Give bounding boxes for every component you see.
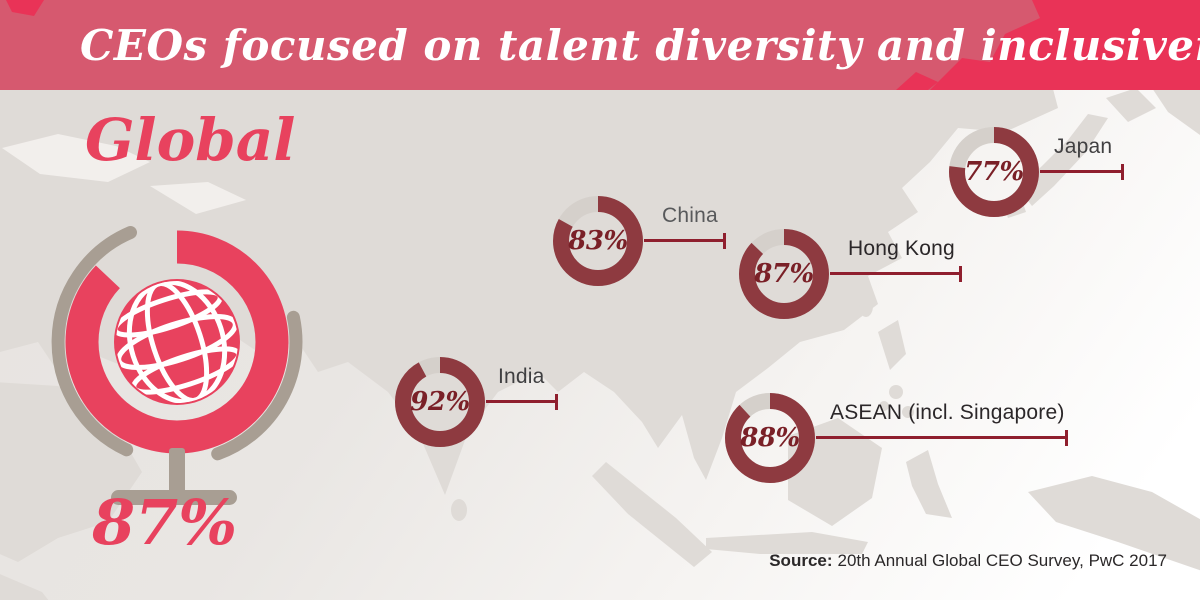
map-new-guinea	[1028, 476, 1200, 571]
donut-chart	[395, 357, 485, 447]
donut-arc	[725, 393, 815, 483]
banner-pink-landmass	[896, 72, 938, 90]
source-prefix: Source:	[769, 551, 833, 570]
globe-stand-arc-left	[51, 226, 137, 457]
global-percent-label: 87%	[92, 486, 238, 559]
leader-line	[644, 232, 726, 249]
country-label: ASEAN (incl. Singapore)	[830, 401, 1065, 424]
donut-arc	[395, 357, 485, 447]
donut-chart	[739, 229, 829, 319]
map-philippine-island	[889, 385, 903, 399]
map-mainland-asia	[0, 90, 1058, 495]
country-label: India	[498, 365, 545, 388]
map-light-shape	[2, 134, 150, 182]
country-donut: 83% China	[550, 193, 726, 289]
globe-post	[169, 448, 185, 496]
header-banner: CEOs focused on talent diversity and inc…	[0, 0, 1200, 90]
donut-arc	[949, 127, 1039, 217]
source-text: 20th Annual Global CEO Survey, PwC 2017	[837, 551, 1167, 570]
country-donut: 77% Japan	[946, 124, 1124, 220]
banner-pink-landmass	[6, 0, 44, 16]
leader-end-tick	[959, 265, 962, 282]
leader-end-tick	[1065, 429, 1068, 446]
map-kamchatka	[1153, 90, 1200, 135]
donut-chart	[553, 196, 643, 286]
map-sulawesi	[906, 450, 952, 518]
map-japan-honshu	[1018, 114, 1108, 206]
map-taiwan	[859, 295, 873, 317]
donut-arc	[739, 229, 829, 319]
donut-percent-label: 88%	[740, 423, 800, 453]
banner-pink-landmass	[930, 0, 1200, 90]
map-horn-of-africa	[0, 574, 49, 600]
leader-line	[816, 429, 1068, 446]
donut-percent-label: 87%	[754, 259, 814, 289]
map-philippine-island	[879, 401, 889, 411]
banner-map-silhouettes	[6, 0, 1200, 90]
global-donut-arc	[65, 230, 289, 454]
donut-percent-label: 77%	[964, 157, 1024, 187]
donut-percent-label: 92%	[410, 387, 470, 417]
country-label: Hong Kong	[848, 237, 955, 260]
globe-base	[111, 490, 237, 505]
leader-end-tick	[555, 393, 558, 410]
country-label: China	[662, 204, 718, 227]
map-sri-lanka	[451, 499, 467, 521]
country-label: Japan	[1054, 135, 1113, 158]
global-label: Global	[85, 106, 296, 174]
map-java	[706, 532, 868, 554]
page-title: CEOs focused on talent diversity and inc…	[80, 20, 1200, 70]
leader-end-tick	[1121, 163, 1124, 180]
country-donut: 88% ASEAN (incl. Singapore)	[722, 390, 1068, 486]
map-luzon	[878, 320, 906, 370]
map-japan-hokkaido	[1106, 90, 1156, 122]
leader-line	[1040, 163, 1124, 180]
map-light-shape	[150, 182, 246, 214]
leader-line	[486, 393, 558, 410]
donut-percent-label: 83%	[568, 226, 628, 256]
map-sumatra	[592, 462, 712, 567]
donut-chart	[725, 393, 815, 483]
country-donut: 92% India	[392, 354, 558, 450]
leader-line	[830, 265, 962, 282]
donut-chart	[949, 127, 1039, 217]
donut-arc	[553, 196, 643, 286]
source-line: Source: 20th Annual Global CEO Survey, Pw…	[769, 551, 1167, 571]
globe-illustration	[51, 226, 303, 505]
country-donut: 87% Hong Kong	[736, 226, 962, 322]
map-light-landmass	[2, 134, 246, 214]
leader-end-tick	[723, 232, 726, 249]
map-philippine-island	[902, 406, 914, 418]
globe-stand-arc-right	[211, 310, 303, 461]
